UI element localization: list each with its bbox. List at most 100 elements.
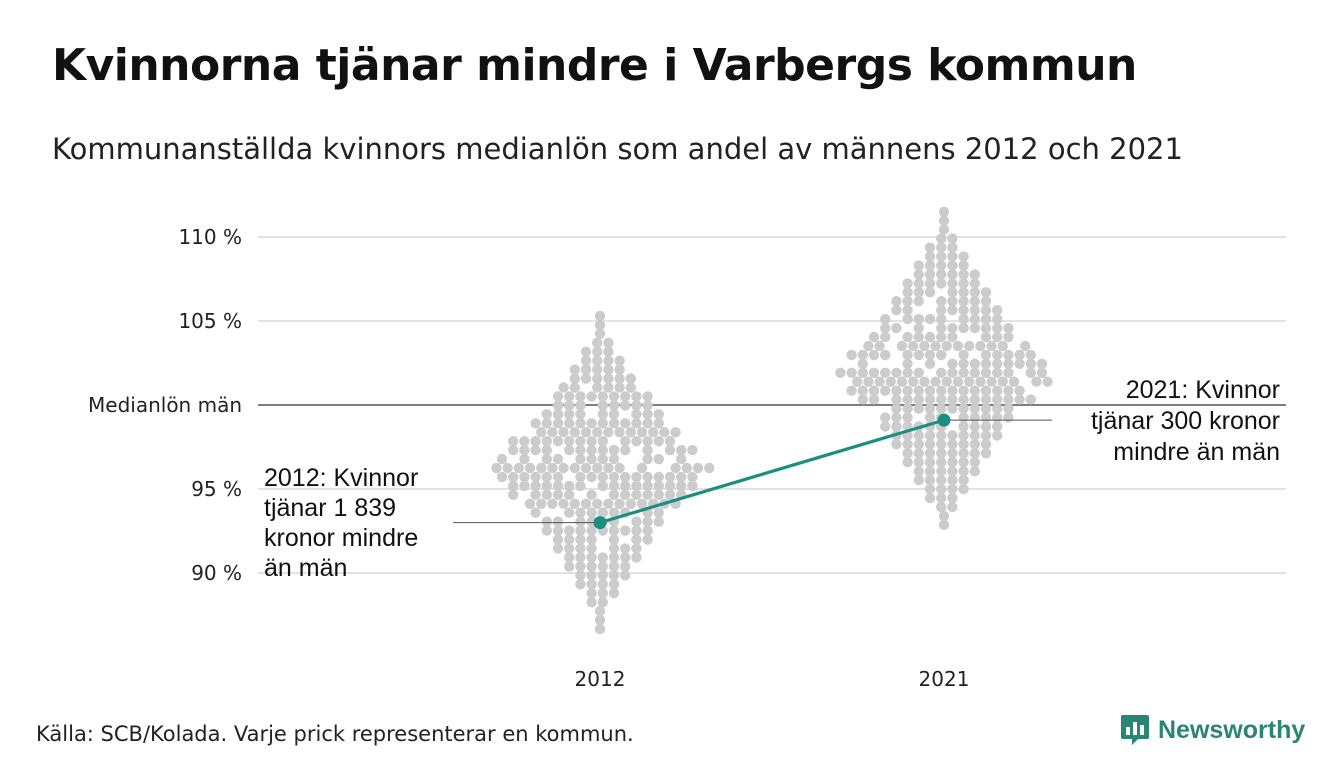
municipality-dot <box>575 444 586 456</box>
municipality-dot <box>857 367 868 378</box>
municipality-dot <box>958 483 969 495</box>
municipality-dot <box>913 466 924 477</box>
municipality-dot <box>891 439 902 450</box>
municipality-dot <box>508 444 519 456</box>
municipality-dot <box>541 444 552 456</box>
municipality-dot <box>586 418 597 429</box>
municipality-dot <box>891 385 902 396</box>
municipality-dot <box>586 436 597 447</box>
municipality-dot <box>552 453 564 465</box>
municipality-dot <box>1014 385 1025 396</box>
municipality-dot <box>608 561 620 572</box>
municipality-dot <box>980 448 992 459</box>
municipality-dot <box>874 376 885 387</box>
municipality-dot <box>704 462 715 474</box>
municipality-dot <box>530 507 541 518</box>
municipality-dot <box>969 403 980 414</box>
municipality-dot <box>653 453 664 465</box>
municipality-dot <box>552 418 564 429</box>
municipality-dot <box>913 439 924 450</box>
municipality-dot <box>913 322 924 334</box>
municipality-dot <box>530 480 541 492</box>
municipality-dot <box>913 457 924 468</box>
municipality-dot <box>1003 385 1014 396</box>
x-tick-label: 2012 <box>575 667 626 691</box>
municipality-dot <box>952 340 964 352</box>
municipality-dot <box>902 296 913 307</box>
municipality-dot <box>1019 340 1031 352</box>
municipality-dot <box>653 471 664 483</box>
municipality-dot <box>575 436 586 447</box>
municipality-dot <box>980 305 992 316</box>
municipality-dot <box>924 483 936 495</box>
municipality-dot <box>980 358 992 369</box>
municipality-dot <box>1008 376 1020 387</box>
municipality-dot <box>541 453 552 465</box>
municipality-dot <box>620 525 631 536</box>
municipality-dot <box>980 331 992 343</box>
municipality-dot <box>608 444 620 456</box>
municipality-dot <box>614 382 625 393</box>
municipality-dot <box>947 403 958 414</box>
municipality-dot <box>880 313 891 325</box>
municipality-dot <box>597 561 608 572</box>
municipality-dot <box>592 382 603 393</box>
annotation-line: än män <box>264 554 347 582</box>
municipality-dot <box>980 313 992 325</box>
municipality-dot <box>508 471 519 483</box>
municipality-dot <box>569 498 580 509</box>
municipality-dot <box>625 373 636 384</box>
municipality-dot <box>980 287 992 298</box>
source-note: Källa: SCB/Kolada. Varje prick represent… <box>36 722 634 746</box>
municipality-dot <box>969 367 980 378</box>
municipality-dot <box>676 453 687 465</box>
municipality-dot <box>594 623 606 635</box>
municipality-dot <box>947 242 958 253</box>
newsworthy-logo-icon <box>1121 715 1149 745</box>
municipality-dot <box>913 430 924 441</box>
municipality-dot <box>687 480 698 492</box>
municipality-dot <box>620 436 631 447</box>
municipality-dot <box>924 466 936 477</box>
annotation-line: kronor mindre <box>264 524 418 552</box>
municipality-dot <box>947 331 958 343</box>
municipality-dot <box>636 462 648 474</box>
municipality-dot <box>936 448 947 459</box>
municipality-dot <box>552 534 564 545</box>
municipality-dot <box>586 525 597 536</box>
municipality-dot <box>891 322 902 334</box>
municipality-dot <box>913 278 924 289</box>
municipality-dot <box>980 296 992 307</box>
municipality-dot <box>969 278 980 289</box>
municipality-dot <box>913 269 924 280</box>
municipality-dot <box>947 233 958 244</box>
municipality-dot <box>586 543 597 554</box>
municipality-dot <box>947 296 958 307</box>
municipality-dot <box>902 287 913 298</box>
municipality-dot <box>992 385 1003 396</box>
municipality-dot <box>913 394 924 405</box>
municipality-dot <box>1042 376 1053 387</box>
municipality-dot <box>575 552 586 563</box>
dots-layer <box>491 206 1053 635</box>
municipality-dot <box>924 430 936 441</box>
municipality-dot <box>564 418 575 429</box>
municipality-dot <box>980 349 992 361</box>
municipality-dot <box>631 418 642 429</box>
municipality-dot <box>620 552 631 563</box>
municipality-dot <box>958 358 969 369</box>
municipality-dot <box>947 466 958 477</box>
chart-subtitle: Kommunanställda kvinnors medianlön som a… <box>52 132 1183 166</box>
municipality-dot <box>913 474 924 486</box>
municipality-dot <box>530 489 541 500</box>
municipality-dot <box>592 498 603 509</box>
municipality-dot <box>980 385 992 396</box>
municipality-dot <box>575 507 586 518</box>
municipality-dot <box>575 409 586 420</box>
municipality-dot <box>631 471 642 483</box>
municipality-dot <box>597 471 608 483</box>
municipality-dot <box>891 403 902 414</box>
municipality-dot <box>586 444 597 456</box>
municipality-dot <box>913 296 924 307</box>
municipality-dot <box>558 427 569 438</box>
